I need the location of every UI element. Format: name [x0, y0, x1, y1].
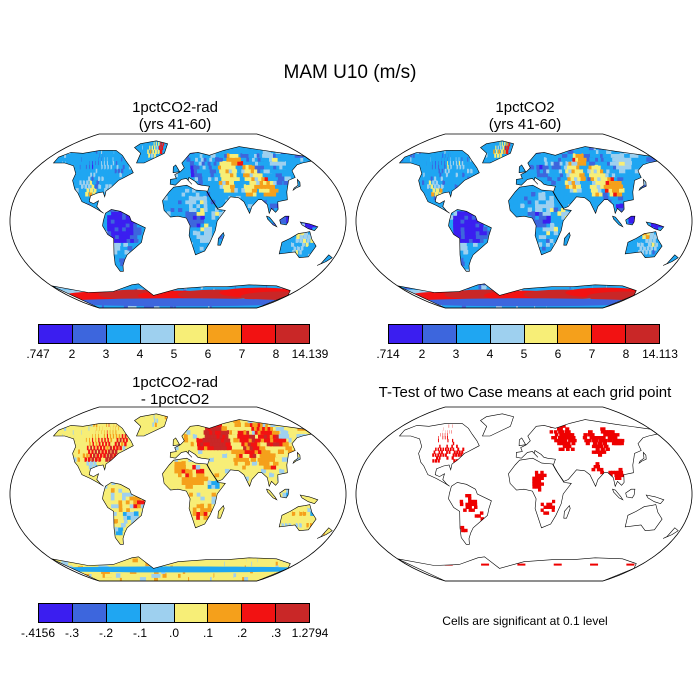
colorbar-tick-label: .747 — [26, 347, 50, 361]
colorbar-swatch — [208, 604, 243, 622]
panel-1-title-line1: 1pctCO2-rad — [132, 99, 218, 116]
panel-1-title: 1pctCO2-rad (yrs 41-60) — [50, 99, 300, 133]
panel-3-title: 1pctCO2-rad - 1pctCO2 — [50, 374, 300, 408]
coastlines — [51, 140, 333, 309]
colorbar-swatch — [490, 325, 525, 343]
colorbar-tick-label: 14.113 — [642, 347, 678, 361]
colorbar-swatch — [276, 325, 309, 343]
coastlines — [51, 413, 333, 582]
coastlines — [397, 413, 679, 582]
colorbar-swatch — [558, 325, 593, 343]
colorbar-swatch — [456, 325, 491, 343]
colorbar-panel-3 — [38, 603, 310, 623]
map-border — [355, 406, 693, 582]
colorbar-tick-label: 7 — [238, 347, 246, 361]
colorbar-swatch — [174, 604, 209, 622]
colorbar-swatch — [592, 325, 627, 343]
panel-2-title-line2: (yrs 41-60) — [488, 116, 562, 133]
colorbar-swatch — [39, 604, 73, 622]
colorbar-tick-label: 5 — [520, 347, 528, 361]
colorbar-swatch — [106, 604, 141, 622]
colorbar-swatch — [524, 325, 559, 343]
map-panel-1 — [9, 133, 347, 309]
colorbar-swatch — [242, 325, 277, 343]
colorbar-tick-label: .2 — [236, 626, 248, 640]
panel-4-title-line1: T-Test of two Case means at each grid po… — [378, 384, 672, 401]
colorbar-tick-label: -.4156 — [20, 626, 56, 640]
significant-cells — [432, 421, 648, 566]
colorbar-tick-label: 2 — [418, 347, 426, 361]
map-panel-4 — [355, 406, 693, 582]
map-panel-2 — [355, 133, 693, 309]
colorbar-tick-label: 8 — [622, 347, 630, 361]
colorbar-swatch — [242, 604, 277, 622]
colorbar-swatch — [72, 604, 107, 622]
colorbar-panel-1 — [38, 324, 310, 344]
colorbar-tick-label: -.3 — [64, 626, 80, 640]
colorbar-tick-label: 8 — [272, 347, 280, 361]
significance-note: Cells are significant at 0.1 level — [442, 614, 608, 628]
colorbar-panel-2 — [388, 324, 660, 344]
colorbar-tick-label: .3 — [270, 626, 282, 640]
coastlines — [397, 140, 679, 309]
map-border — [355, 133, 693, 309]
panel-3-title-line1: 1pctCO2-rad — [132, 374, 218, 391]
colorbar-swatch — [72, 325, 107, 343]
colorbar-tick-label: 3 — [102, 347, 110, 361]
colorbar-swatch — [140, 325, 175, 343]
colorbar-tick-label: .714 — [376, 347, 400, 361]
colorbar-tick-label: .0 — [168, 626, 180, 640]
colorbar-swatch — [208, 325, 243, 343]
map-panel-3 — [9, 406, 347, 582]
colorbar-tick-label: 6 — [204, 347, 212, 361]
colorbar-tick-label: 7 — [588, 347, 596, 361]
colorbar-swatch — [39, 325, 73, 343]
colorbar-tick-label: 2 — [68, 347, 76, 361]
figure-title: MAM U10 (m/s) — [283, 62, 417, 83]
colorbar-swatch — [276, 604, 309, 622]
panel-1-title-line2: (yrs 41-60) — [138, 116, 212, 133]
colorbar-labels-panel-2: .714 2 3 4 5 6 7 8 14.113 — [376, 347, 678, 361]
colorbar-swatch — [174, 325, 209, 343]
colorbar-tick-label: .1 — [202, 626, 214, 640]
colorbar-tick-label: 14.139 — [291, 347, 329, 361]
colorbar-swatch — [626, 325, 659, 343]
colorbar-tick-label: 6 — [554, 347, 562, 361]
colorbar-swatch — [140, 604, 175, 622]
colorbar-tick-label: 3 — [452, 347, 460, 361]
colorbar-tick-label: 4 — [136, 347, 144, 361]
colorbar-swatch — [422, 325, 457, 343]
colorbar-labels-panel-3: -.4156 -.3 -.2 -.1 .0 .1 .2 .3 1.2794 — [21, 626, 328, 640]
panel-2-title-line1: 1pctCO2 — [495, 99, 555, 116]
colorbar-tick-label: 5 — [170, 347, 178, 361]
map-border — [9, 133, 347, 309]
colorbar-tick-label: 1.2794 — [291, 626, 329, 640]
map-border — [9, 406, 347, 582]
panel-2-title: 1pctCO2 (yrs 41-60) — [400, 99, 650, 133]
colorbar-swatch — [389, 325, 423, 343]
colorbar-swatch — [106, 325, 141, 343]
colorbar-tick-label: 4 — [486, 347, 494, 361]
panel-4-title: T-Test of two Case means at each grid po… — [350, 384, 700, 401]
colorbar-tick-label: -.1 — [132, 626, 148, 640]
colorbar-tick-label: -.2 — [98, 626, 114, 640]
colorbar-labels-panel-1: .747 2 3 4 5 6 7 8 14.139 — [26, 347, 328, 361]
panel-3-title-line2: - 1pctCO2 — [140, 391, 210, 408]
